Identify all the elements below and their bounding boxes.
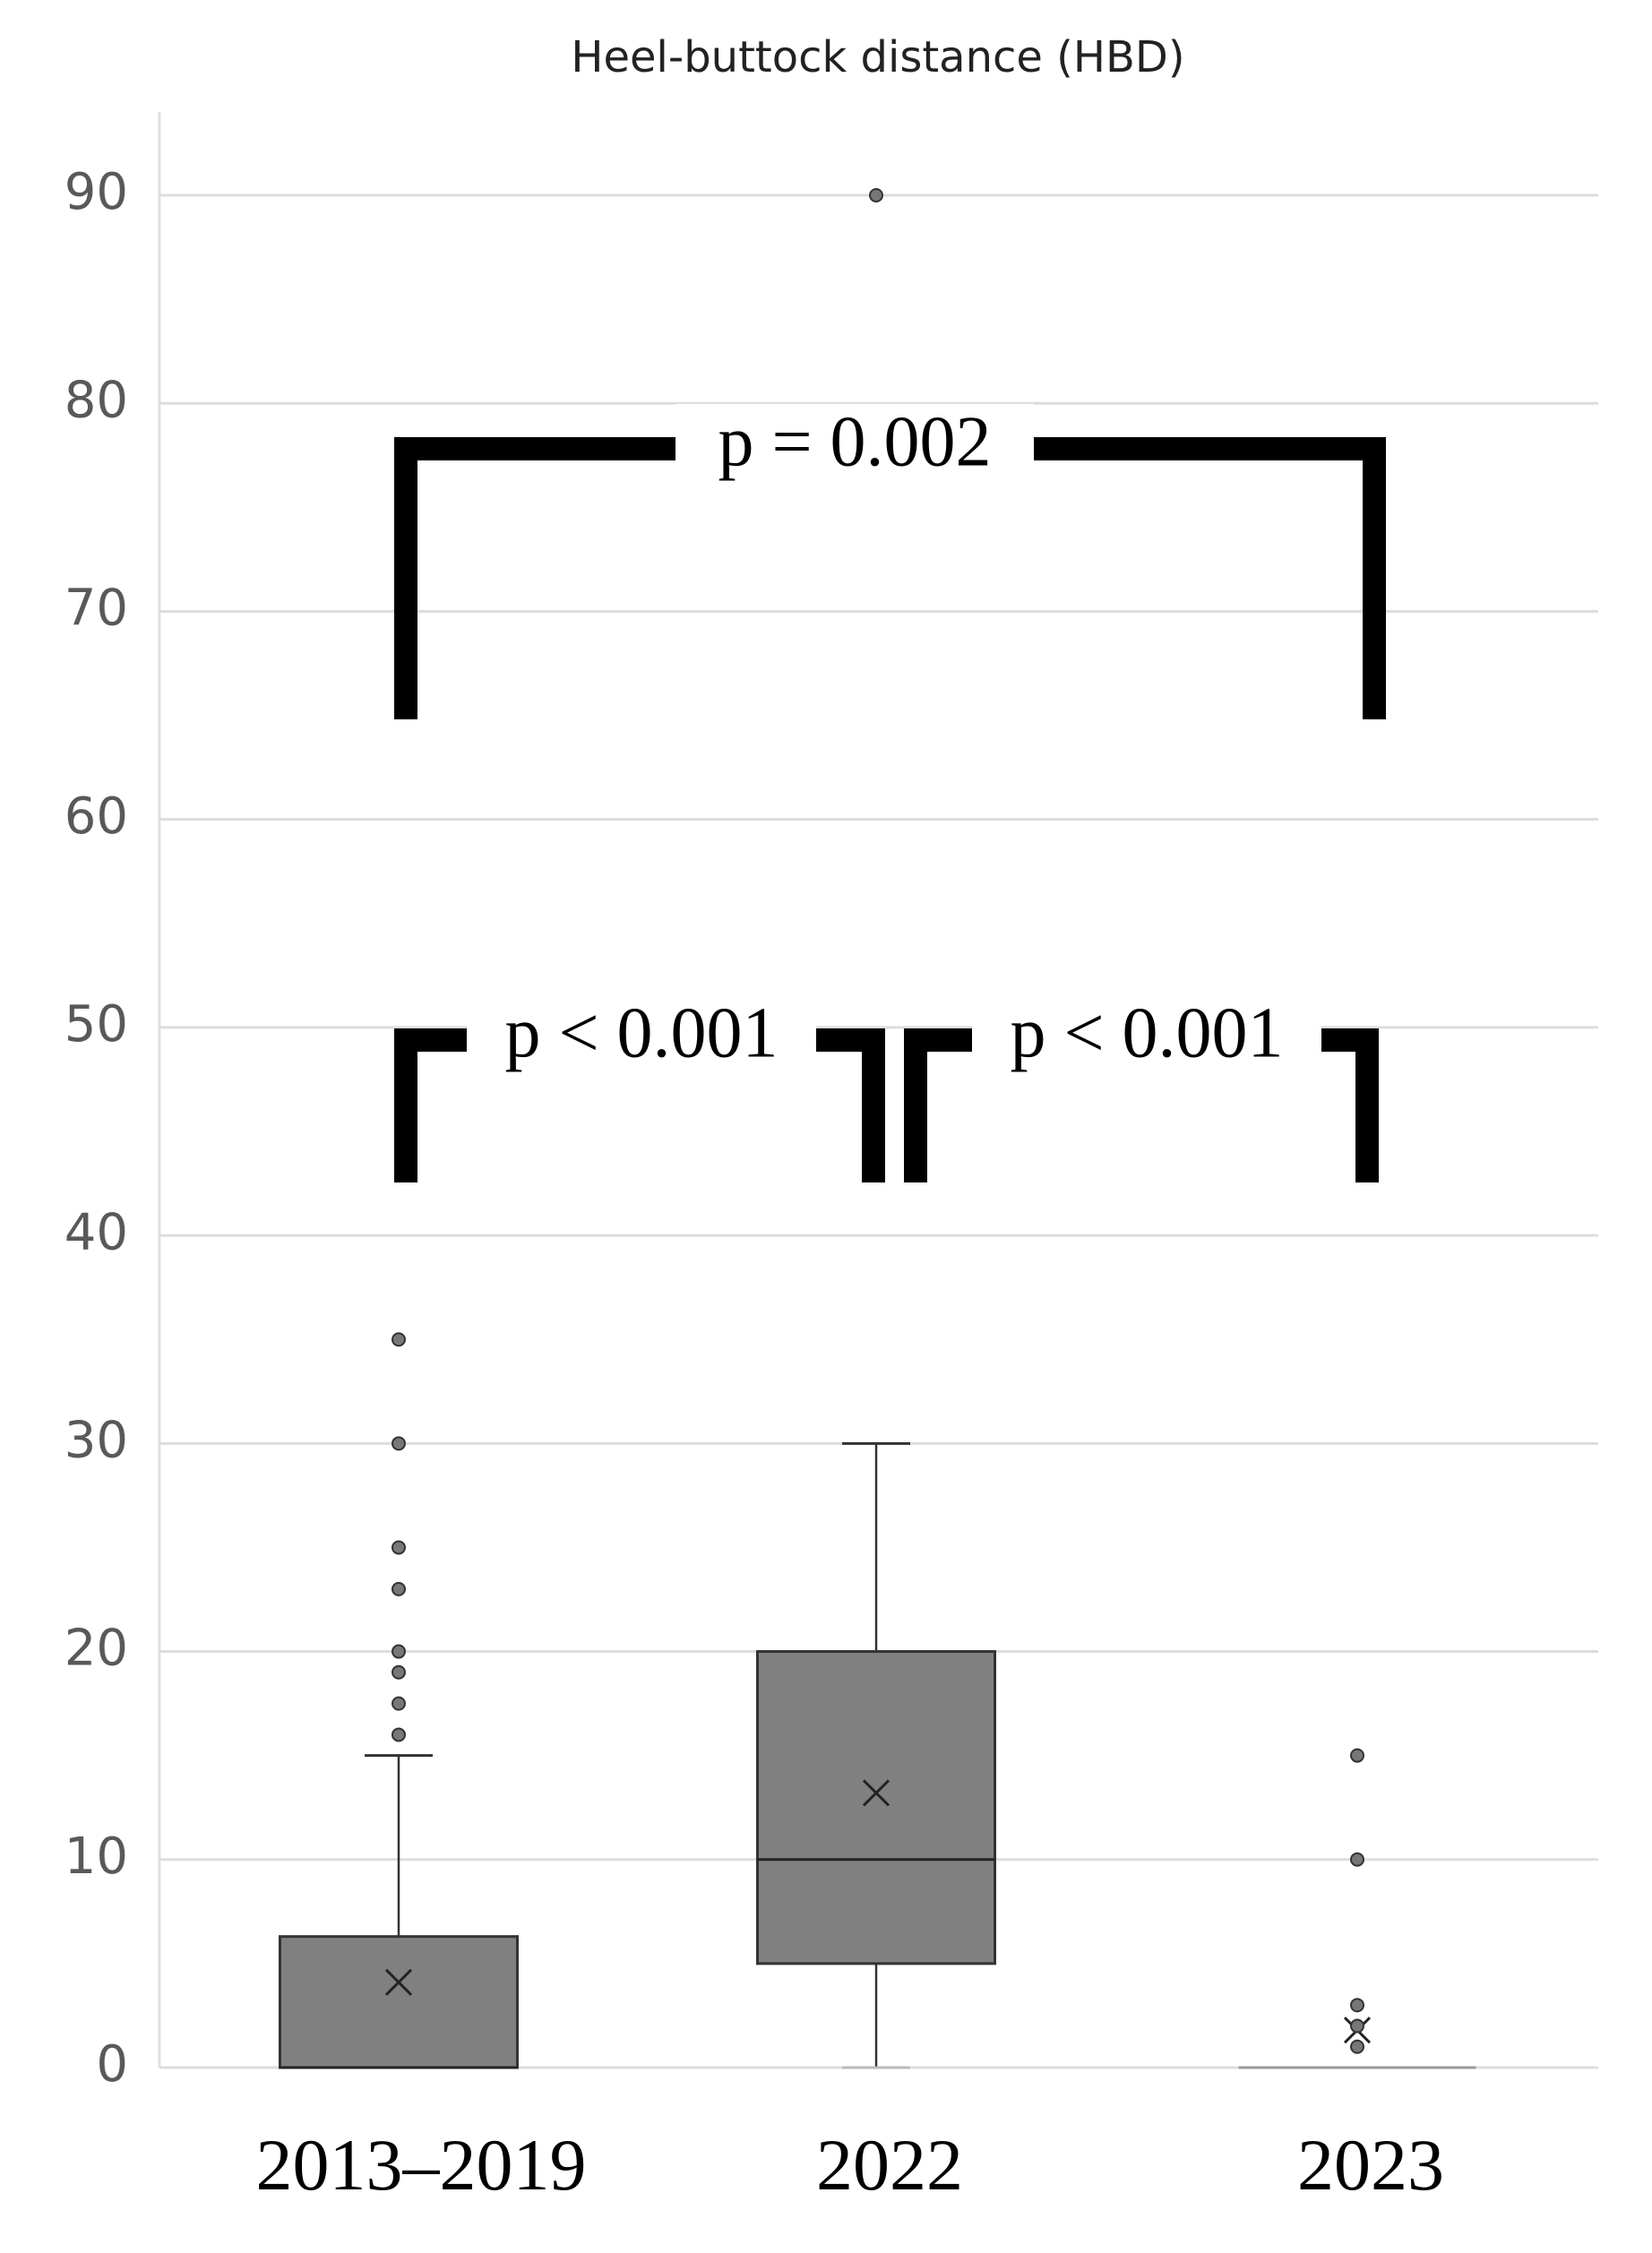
y-tick-label: 40 xyxy=(65,1203,128,1261)
outlier xyxy=(869,188,883,202)
outlier xyxy=(1350,2018,1364,2034)
y-tick-label: 10 xyxy=(65,1827,128,1886)
mean-marker xyxy=(862,1779,891,1807)
box xyxy=(279,1935,519,2069)
outlier xyxy=(391,1436,406,1451)
y-tick-label: 90 xyxy=(65,163,128,221)
outlier xyxy=(391,1581,406,1596)
outlier xyxy=(1350,2039,1364,2054)
label-background xyxy=(972,995,1321,1085)
outlier xyxy=(1350,1998,1364,2013)
outlier xyxy=(391,1664,406,1680)
outlier xyxy=(391,1727,406,1742)
x-tick-label: 2022 xyxy=(816,2124,963,2206)
box xyxy=(756,1650,996,1965)
p-value-label: p < 0.001 xyxy=(504,993,778,1072)
y-tick-label: 0 xyxy=(96,2035,128,2094)
x-tick-label: 2023 xyxy=(1297,2124,1444,2206)
y-tick-label: 50 xyxy=(65,995,128,1053)
y-tick-label: 60 xyxy=(65,787,128,846)
y-tick-label: 30 xyxy=(65,1411,128,1469)
outlier xyxy=(391,1696,406,1711)
mean-marker xyxy=(384,1968,413,1996)
outlier xyxy=(1350,1852,1364,1867)
outlier xyxy=(1350,1748,1364,1763)
y-tick-label: 70 xyxy=(65,580,128,638)
p-value-label: p < 0.001 xyxy=(1010,993,1283,1072)
x-tick-label: 2013–2019 xyxy=(256,2124,587,2206)
y-tick-label: 20 xyxy=(65,1620,128,1678)
outlier xyxy=(391,1540,406,1555)
outlier xyxy=(391,1332,406,1347)
outlier xyxy=(391,1644,406,1659)
chart-title: Heel-buttock distance (HBD) xyxy=(571,32,1184,82)
label-background xyxy=(467,995,816,1085)
label-background xyxy=(675,404,1034,494)
y-tick-label: 80 xyxy=(65,371,128,429)
p-value-label: p = 0.002 xyxy=(718,402,991,481)
